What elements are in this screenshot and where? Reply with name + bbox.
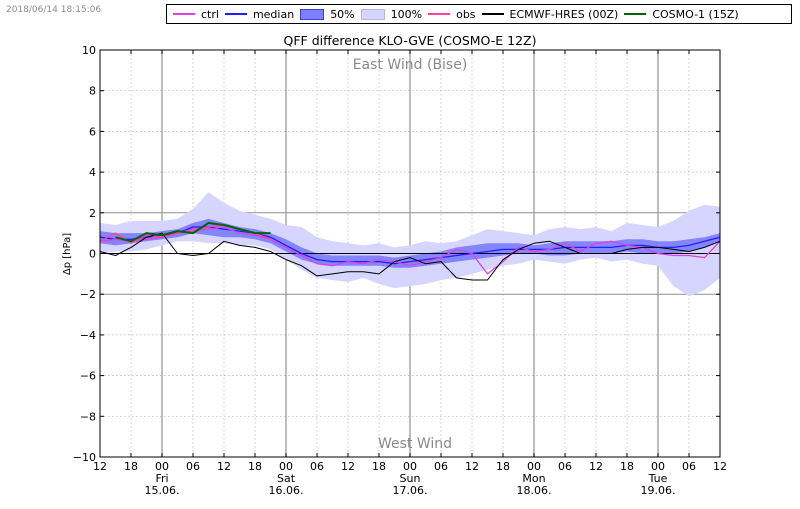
legend-item: ECMWF-HRES (00Z)	[481, 7, 619, 21]
legend-item: median	[224, 7, 295, 21]
legend-label: 100%	[390, 7, 423, 21]
legend: ctrl median 50% 100% obs ECMWF-HRES (00Z) COSM…	[166, 4, 792, 24]
x-day-label: Mon	[522, 472, 545, 485]
legend-swatch	[624, 13, 647, 15]
x-date-label: 16.06.	[269, 484, 304, 497]
y-tick-label: 2	[89, 207, 96, 220]
x-tick-label: 12	[217, 460, 231, 473]
legend-swatch	[224, 13, 247, 15]
chart-title: QFF difference KLO-GVE (COSMO-E 12Z)	[284, 33, 537, 48]
ensemble-bands	[100, 192, 720, 297]
y-tick-label: −2	[80, 288, 96, 301]
legend-label: obs	[456, 7, 476, 21]
x-tick-label: 18	[124, 460, 138, 473]
y-tick-label: 4	[89, 166, 96, 179]
legend-item: obs	[428, 7, 476, 21]
legend-label: 50%	[330, 7, 355, 21]
series-lines	[99, 222, 721, 281]
x-tick-label: 12	[341, 460, 355, 473]
x-tick-label: 12	[589, 460, 603, 473]
x-tick-label: 00	[155, 460, 169, 473]
legend-swatch	[428, 13, 451, 15]
timestamp: 2018/06/14 18:15:06	[6, 5, 102, 15]
x-tick-label: 00	[651, 460, 665, 473]
x-tick-label: 00	[527, 460, 541, 473]
x-date-label: 19.06.	[641, 484, 676, 497]
y-tick-label: −10	[73, 451, 96, 464]
y-tick-label: 0	[89, 248, 96, 261]
x-tick-label: 12	[93, 460, 107, 473]
x-day-label: Sat	[277, 472, 296, 485]
x-tick-label: 18	[372, 460, 386, 473]
band-50pct	[100, 218, 720, 268]
series-line-cosmo-1-15z	[115, 222, 271, 243]
x-tick-label: 06	[310, 460, 324, 473]
x-tick-label: 00	[279, 460, 293, 473]
x-tick-label: 06	[558, 460, 572, 473]
x-day-label: Sun	[400, 472, 421, 485]
band-100pct	[100, 192, 720, 297]
plot-frame	[99, 49, 721, 458]
x-tick-label: 06	[186, 460, 200, 473]
x-tick-label: 00	[403, 460, 417, 473]
legend-swatch	[173, 13, 195, 15]
x-tick-label: 06	[682, 460, 696, 473]
annotation-west-wind: West Wind	[378, 436, 452, 452]
legend-swatch	[481, 13, 504, 15]
x-date-label: 17.06.	[393, 484, 428, 497]
legend-item: 50%	[300, 7, 355, 21]
x-tick-label: 06	[434, 460, 448, 473]
y-tick-label: −6	[80, 370, 96, 383]
y-tick-label: 6	[89, 125, 96, 138]
x-tick-label: 12	[713, 460, 727, 473]
y-axis-label: Δp [hPa]	[62, 233, 73, 275]
legend-swatch	[360, 8, 385, 20]
y-tick-label: 10	[82, 44, 96, 57]
legend-label: median	[252, 7, 295, 21]
legend-swatch	[300, 8, 325, 20]
legend-item: ctrl	[173, 8, 219, 21]
x-date-label: 15.06.	[145, 484, 180, 497]
legend-item: COSMO-1 (15Z)	[624, 7, 739, 21]
series-line-ecmwf-hres-00z	[99, 232, 721, 281]
x-date-label: 18.06.	[517, 484, 552, 497]
x-tick-label: 12	[465, 460, 479, 473]
x-tick-label: 18	[496, 460, 510, 473]
legend-label: COSMO-1 (15Z)	[652, 7, 739, 21]
x-day-label: Fri	[155, 472, 168, 485]
legend-label: ECMWF-HRES (00Z)	[509, 7, 619, 21]
series-line-ctrl	[99, 226, 721, 275]
annotation-east-wind: East Wind (Bise)	[353, 57, 468, 73]
y-tick-label: −8	[80, 410, 96, 423]
x-tick-label: 18	[620, 460, 634, 473]
legend-label: ctrl	[201, 7, 219, 21]
y-tick-label: 8	[89, 85, 96, 98]
y-tick-label: −4	[80, 329, 96, 342]
x-day-label: Tue	[648, 472, 668, 485]
legend-item: 100%	[360, 7, 423, 21]
x-tick-label: 18	[248, 460, 262, 473]
